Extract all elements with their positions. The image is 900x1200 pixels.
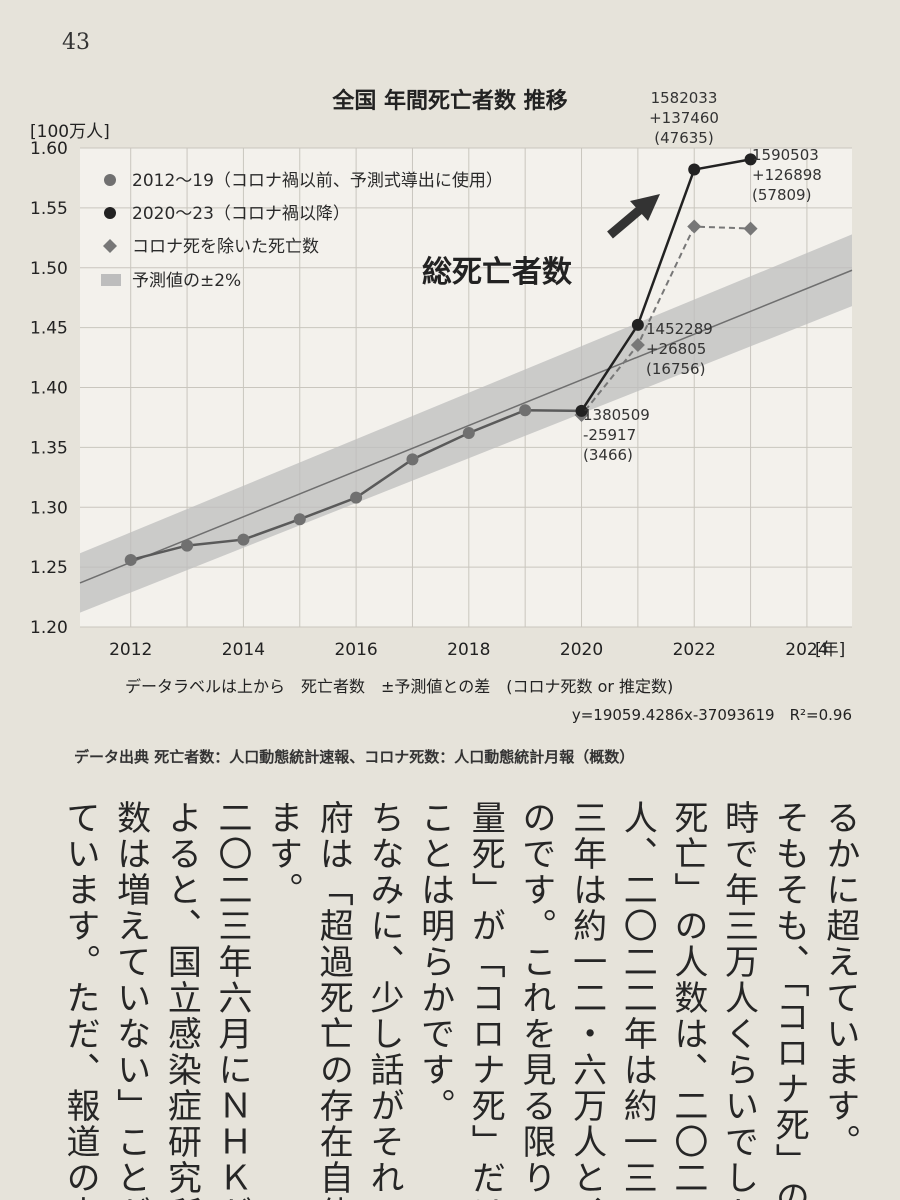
legend-entry: 2020〜23（コロナ禍以降）	[132, 204, 350, 224]
y-tick-label: 1.40	[30, 379, 68, 399]
x-tick-label: 2014	[222, 640, 265, 660]
point-total-deaths	[631, 318, 644, 331]
point-pre-covid	[293, 513, 306, 526]
y-tick-label: 1.60	[30, 139, 68, 159]
data-label: (16756)	[646, 360, 705, 378]
body-line: 人、二〇二二年は約一三・	[617, 800, 658, 1200]
legend-marker-excluding-covid	[103, 239, 117, 253]
point-total-deaths	[688, 163, 701, 176]
y-tick-label: 1.30	[30, 498, 68, 518]
callout-arrow-shaft	[607, 204, 645, 239]
body-line: 二〇二三年六月にＮＨＫが	[211, 800, 252, 1200]
point-pre-covid	[124, 553, 137, 566]
legend-entry: 予測値の±2%	[132, 271, 241, 291]
legend-marker-band	[101, 274, 121, 286]
point-total-deaths	[575, 404, 588, 417]
body-line: るかに超えています。	[819, 800, 860, 1160]
point-pre-covid	[181, 539, 194, 552]
data-label: 1452289	[646, 320, 713, 338]
body-line: ことは明らかです。	[414, 800, 455, 1124]
point-excluding-covid	[687, 219, 702, 234]
point-excluding-covid	[630, 337, 645, 352]
data-source-note: データ出典 死亡者数：人口動態統計速報、コロナ死数：人口動態統計月報（概数）	[74, 748, 635, 766]
body-line: よると、国立感染症研究所の	[161, 800, 202, 1200]
data-label: +126898	[752, 166, 822, 184]
page-number: 43	[62, 30, 90, 55]
point-pre-covid	[350, 491, 363, 504]
y-tick-label: 1.25	[30, 558, 68, 578]
y-tick-label: 1.35	[30, 438, 68, 458]
legend-marker-pre-covid	[104, 174, 116, 186]
regression-equation: y=19059.4286x-37093619 R²=0.96	[572, 706, 852, 724]
death-trend-chart: 1.20 1.25 1.30 1.35 1.40 1.45 1.50 1.55 1.60 2012…	[30, 88, 853, 724]
body-line: 三年は約一二・六万人と、	[566, 800, 607, 1200]
body-text-column: るかに超えています。 そもそも、「コロナ死」の 時で年三万人くらいでした 死亡」の人数…	[60, 800, 860, 1200]
y-axis-label: [100万人]	[30, 122, 110, 142]
x-tick-label: 2022	[673, 640, 716, 660]
y-tick-label: 1.50	[30, 259, 68, 279]
chart-title: 全国 年間死亡者数 推移	[331, 88, 567, 114]
body-line: 時で年三万人くらいでした	[718, 800, 759, 1200]
body-line: 死亡」の人数は、二〇二一	[667, 800, 708, 1200]
point-pre-covid	[237, 533, 250, 546]
data-label: 1590503	[752, 146, 819, 164]
data-label: +137460	[649, 109, 719, 127]
data-label: (47635)	[654, 129, 713, 147]
callout-total-deaths: 総死亡者数	[422, 255, 573, 290]
data-label: 1380509	[583, 406, 650, 424]
data-label: (57809)	[752, 186, 811, 204]
x-tick-label: 2018	[447, 640, 490, 660]
legend-marker-post-covid	[104, 207, 116, 219]
x-tick-label: 2024	[785, 640, 828, 660]
legend-entry: コロナ死を除いた死亡数	[132, 237, 319, 257]
data-label: 1582033	[651, 89, 718, 107]
body-line: 量死」が「コロナ死」だけ	[465, 800, 506, 1200]
x-axis-label: [年]	[815, 640, 845, 660]
trend-line	[79, 269, 853, 584]
body-line: そもそも、「コロナ死」の	[769, 800, 810, 1200]
data-label: +26805	[646, 340, 706, 358]
body-line: ちなみに、少し話がそれ	[363, 800, 404, 1196]
series-line-total-deaths	[580, 158, 751, 412]
point-total-deaths	[744, 153, 757, 166]
y-tick-label: 1.45	[30, 319, 68, 339]
point-pre-covid	[519, 404, 532, 417]
y-tick-label: 1.20	[30, 618, 68, 638]
legend-entry: 2012〜19（コロナ禍以前、予測式導出に使用）	[132, 170, 503, 191]
point-excluding-covid	[743, 221, 758, 236]
y-tick-label: 1.55	[30, 199, 68, 219]
x-tick-label: 2012	[109, 640, 152, 660]
point-pre-covid	[462, 427, 475, 440]
body-line: ています。ただ、報道の中	[60, 800, 100, 1200]
chart-caption: データラベルは上から 死亡者数 ±予測値との差 (コロナ死数 or 推定数)	[125, 677, 673, 696]
point-pre-covid	[406, 453, 419, 466]
body-line: のです。これを見る限り「	[515, 800, 556, 1200]
body-line: 府は「超過死亡の存在自体	[313, 800, 354, 1200]
body-line: ます。	[262, 800, 303, 908]
x-tick-label: 2020	[560, 640, 603, 660]
callout-arrow-head	[630, 194, 660, 221]
x-tick-label: 2016	[334, 640, 377, 660]
data-label: -25917	[583, 426, 636, 444]
data-label: (3466)	[583, 446, 633, 464]
prediction-band	[80, 234, 852, 613]
body-line: 数は増えていない」ことがわ	[110, 800, 151, 1200]
